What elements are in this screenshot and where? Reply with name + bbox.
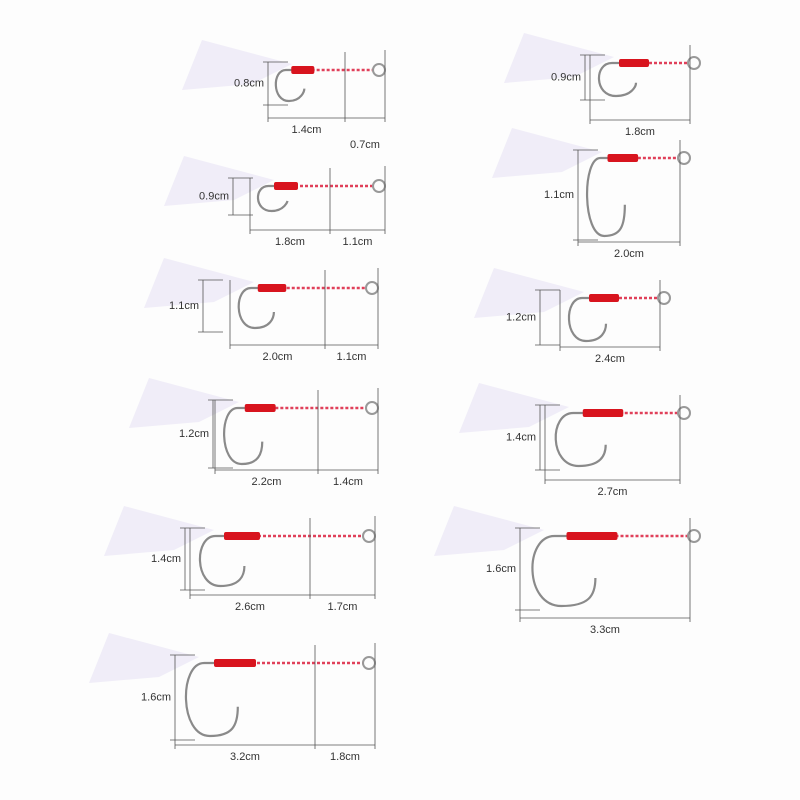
line-label: 1.7cm [328,601,358,613]
height-label: 1.2cm [179,428,209,440]
feather [434,506,544,556]
thread-wrap [566,532,618,540]
feather [104,506,214,556]
hook [274,68,315,103]
dimension-lines [580,45,691,124]
feather [459,383,569,433]
hook-eye [677,151,691,165]
height-label: 0.8cm [234,77,264,89]
hook [237,286,287,330]
thread-wrap [589,294,619,302]
thread-wrap [291,66,315,74]
shank-label: 1.8cm [275,236,305,248]
dimension-lines [515,518,691,622]
dimension-lines [170,643,376,749]
shank-label: 2.7cm [598,486,628,498]
shank-label: 2.4cm [595,353,625,365]
feather [182,40,292,90]
hook [256,184,298,213]
shank-label: 1.4cm [292,124,322,136]
shank-label: 2.0cm [614,248,644,260]
hook-eye [687,56,701,70]
height-label: 0.9cm [199,190,229,202]
shank-label: 2.0cm [263,351,293,363]
thread-wrap [214,659,256,667]
shank-label: 2.2cm [252,476,282,488]
height-label: 1.4cm [151,553,181,565]
thread-wrap [257,284,287,292]
height-label: 1.2cm [506,311,536,323]
height-label: 1.1cm [544,189,574,201]
thread-wrap [619,59,649,67]
dimension-lines [198,268,379,349]
thread-wrap [244,404,276,412]
hook-eye [687,529,701,543]
thread-wrap [224,532,260,540]
thread-wrap [274,182,298,190]
hook [198,534,260,588]
dimension-lines [180,516,376,599]
hook [597,61,649,98]
dimension-lines [263,50,386,122]
dimension-lines [208,388,379,474]
feather [129,378,239,428]
line-label: 1.8cm [330,751,360,763]
shank-label: 3.3cm [590,624,620,636]
thread-wrap [582,409,624,417]
dimension-lines [573,140,681,246]
shank-label: 2.6cm [235,601,265,613]
thread-wrap [607,154,639,162]
dimension-lines [535,395,681,484]
hook [567,296,619,343]
feather [89,633,199,683]
line-label: 0.7cm [350,139,380,151]
feather [504,33,614,83]
hook [184,661,256,738]
line-label: 1.4cm [333,476,363,488]
dimension-lines [535,280,661,351]
feather [164,156,274,206]
feather [144,258,254,308]
shank-label: 3.2cm [230,751,260,763]
height-label: 1.6cm [486,563,516,575]
feather [492,128,602,178]
feather [474,268,584,318]
hook [554,411,624,468]
height-label: 0.9cm [551,71,581,83]
hook-eye [677,406,691,420]
line-label: 1.1cm [343,236,373,248]
shank-label: 1.8cm [625,126,655,138]
hook [223,406,276,466]
hook [531,534,618,608]
height-label: 1.4cm [506,431,536,443]
line-label: 1.1cm [337,351,367,363]
hook-eye [657,291,671,305]
hook [585,156,639,238]
dimension-lines [228,166,386,234]
height-label: 1.1cm [169,300,199,312]
height-label: 1.6cm [141,691,171,703]
